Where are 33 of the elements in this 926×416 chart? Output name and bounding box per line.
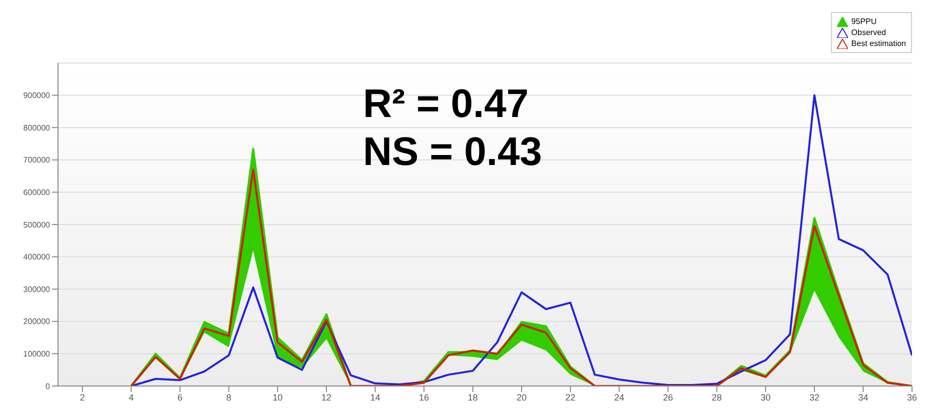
x-tick-label: 34 [858,392,868,402]
x-tick-label: 4 [128,392,134,402]
x-tick-label: 10 [272,392,283,402]
x-tick-label: 32 [809,392,820,402]
x-tick-label: 6 [177,392,183,402]
y-tick-label: 300000 [23,284,51,294]
x-tick-label: 14 [370,392,380,402]
x-tick-label: 2 [80,392,85,402]
y-tick-label: 400000 [23,252,51,262]
y-tick-label: 200000 [23,317,51,326]
y-tick-label: 600000 [23,188,51,198]
y-tick-label: 900000 [23,91,51,100]
x-tick-label: 8 [226,392,232,402]
x-tick-label: 12 [321,392,332,402]
x-tick-label: 20 [516,392,527,402]
x-tick-label: 22 [565,392,576,402]
legend-label: 95PPU [851,16,877,27]
legend-label: Observed [851,27,886,38]
x-tick-label: 16 [418,392,430,402]
x-tick-label: 24 [614,392,624,402]
x-tick-label: 18 [468,392,478,402]
legend-label: Best estimation [851,38,906,49]
y-tick-label: 800000 [23,123,51,132]
x-tick-label: 28 [712,392,722,402]
x-tick-label: 26 [662,392,674,402]
y-tick-label: 100000 [23,350,51,359]
y-tick-label: 700000 [23,156,51,165]
y-tick-label: 500000 [23,220,51,230]
x-tick-label: 36 [906,392,918,402]
y-tick-label: 0 [46,382,51,391]
x-tick-label: 30 [760,392,771,402]
annotation: NS = 0.43 [363,129,542,176]
annotation: R² = 0.47 [363,81,530,128]
